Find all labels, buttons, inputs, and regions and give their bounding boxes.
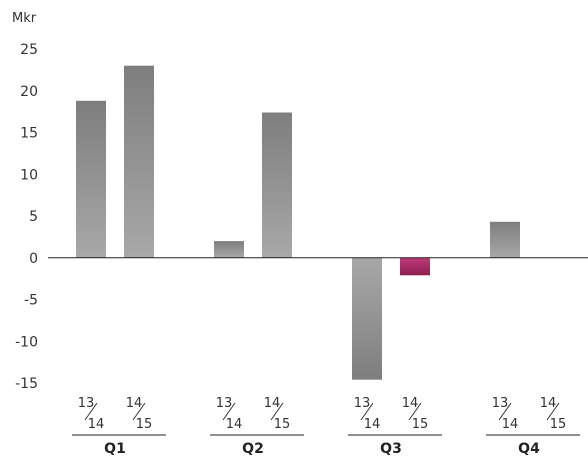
y-tick-label: -10 [15,334,38,350]
quarter-label: Q3 [380,441,402,457]
period-slash [84,402,98,421]
y-tick-label: 20 [20,84,38,100]
period-label-bottom: 15 [412,417,429,432]
bars [76,65,520,380]
period-label-top: 13 [216,396,233,411]
quarter-label: Q4 [518,441,540,457]
bar-q2-13-14 [214,241,244,258]
period-slash [360,402,374,421]
y-tick-label: 10 [20,167,38,183]
bar-q1-14-15 [124,65,154,258]
period-label-bottom: 15 [274,417,291,432]
y-tick-label: 25 [20,42,38,58]
y-tick-label: 0 [29,251,38,267]
period-slash [270,402,284,421]
y-axis: -15 -10 -5 0 5 10 15 20 25 [15,42,38,392]
period-slash [498,402,512,421]
quarter-label: Q2 [242,441,264,457]
bar-q3-13-14 [352,257,382,380]
y-tick-label: -15 [15,376,38,392]
period-label-top: 13 [354,396,371,411]
x-axis: 13 14 14 15 Q1 13 14 14 15 Q2 13 14 14 15 Q3 13 14 14 15 Q4 [72,396,580,457]
bar-q2-14-15 [262,112,292,258]
period-label-top: 13 [492,396,509,411]
period-slash [408,402,422,421]
period-label-bottom: 14 [364,417,381,432]
bar-q1-13-14 [76,100,106,258]
period-label-top: 13 [78,396,95,411]
period-slash [546,402,560,421]
quarter-label: Q1 [104,441,126,457]
period-label-top: 14 [540,396,557,411]
period-label-top: 14 [126,396,143,411]
period-label-bottom: 14 [226,417,243,432]
y-tick-label: -5 [24,293,38,309]
period-label-bottom: 15 [550,417,567,432]
period-label-top: 14 [264,396,281,411]
bar-q4-13-14 [490,221,520,258]
period-label-bottom: 14 [502,417,519,432]
period-slash [222,402,236,421]
bar-q3-14-15 [400,257,430,276]
unit-label: Mkr [12,11,37,26]
y-tick-label: 15 [20,126,38,142]
period-slash [132,402,146,421]
y-tick-label: 5 [29,209,38,225]
period-label-bottom: 15 [136,417,153,432]
period-label-bottom: 14 [88,417,105,432]
period-label-top: 14 [402,396,419,411]
